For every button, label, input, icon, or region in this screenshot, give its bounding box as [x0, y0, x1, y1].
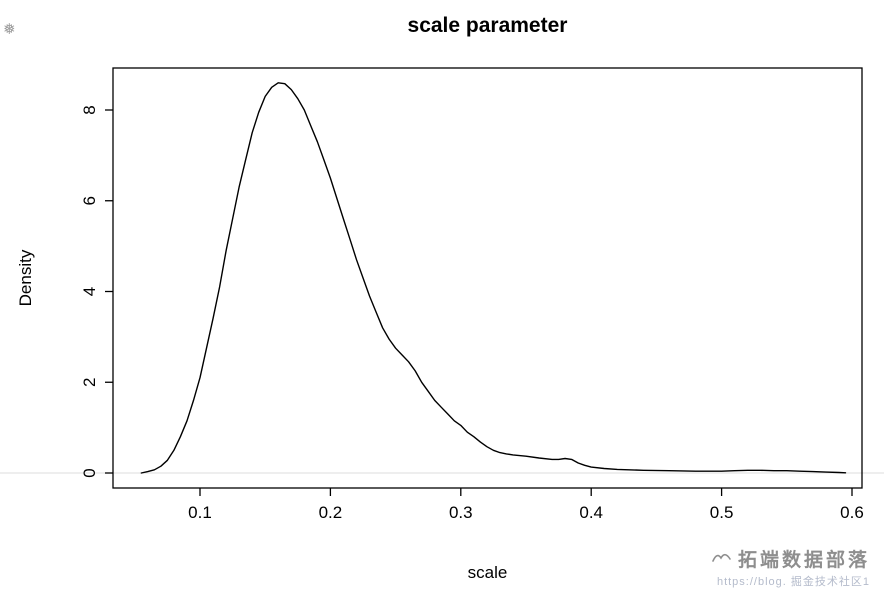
x-tick-label: 0.5	[710, 503, 734, 522]
x-tick-label: 0.2	[319, 503, 343, 522]
y-tick-label: 4	[80, 287, 99, 296]
corner-mark-icon: ❅	[3, 21, 16, 38]
y-tick-label: 0	[80, 468, 99, 477]
plot-box	[112, 67, 863, 489]
x-tick-label: 0.1	[188, 503, 212, 522]
x-tick-label: 0.3	[449, 503, 473, 522]
y-tick-label: 8	[80, 105, 99, 114]
y-axis-label: Density	[16, 249, 35, 307]
y-tick-label: 2	[80, 378, 99, 387]
chart-title: scale parameter	[407, 14, 568, 37]
x-tick-label: 0.6	[840, 503, 864, 522]
y-tick-label: 6	[80, 196, 99, 205]
density-curve	[140, 82, 847, 474]
x-axis-label: scale	[467, 563, 508, 582]
x-tick-label: 0.4	[579, 503, 603, 522]
